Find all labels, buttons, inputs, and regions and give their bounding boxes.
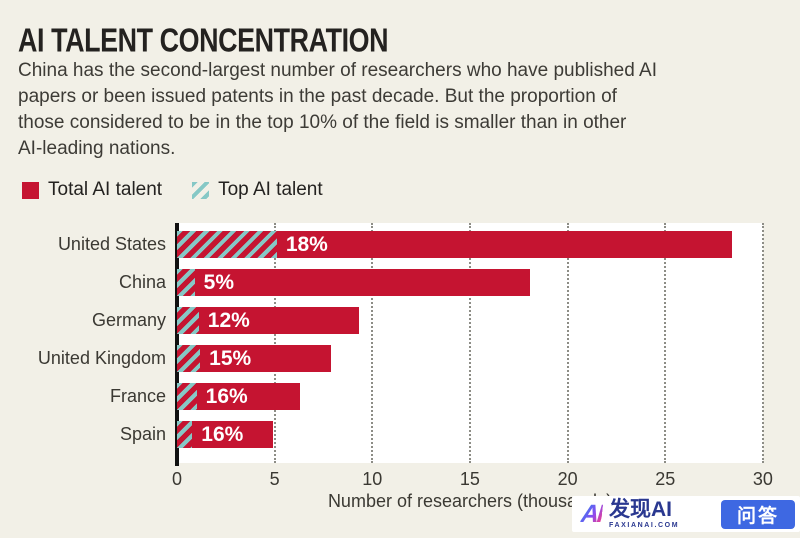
watermark-brand-text: 发现AI xyxy=(609,498,672,521)
bar-top-talent-hatch xyxy=(177,344,201,372)
category-label-france: France xyxy=(109,385,166,406)
chart-subtitle: China has the second-largest number of r… xyxy=(18,58,657,162)
watermark-logo-icon: AI xyxy=(579,499,604,528)
category-label-china: China xyxy=(118,271,166,292)
subtitle-line: those considered to be in the top 10% of… xyxy=(18,112,627,133)
page-title: AI TALENT CONCENTRATION xyxy=(18,21,389,59)
bar-top-talent-hatch xyxy=(177,420,193,448)
x-tick-label-0: 0 xyxy=(171,469,183,489)
bar-top-talent-hatch xyxy=(177,306,199,334)
x-tick-label-10: 10 xyxy=(362,469,383,489)
bar-percent-label: 16% xyxy=(201,422,244,446)
bar-total-talent-china: 5% xyxy=(177,268,531,296)
bar-top-talent-hatch xyxy=(177,382,197,410)
legend-swatch-red-icon xyxy=(22,181,39,199)
x-axis-label: Number of researchers (thousands) xyxy=(327,491,613,511)
gridline-x-5 xyxy=(273,223,276,463)
watermark-domain-text: FAXIANAI.COM xyxy=(609,522,680,529)
x-tick-label-25: 25 xyxy=(655,469,676,489)
legend-item-total-ai-talent: Total AI talent xyxy=(22,179,162,201)
subtitle-line: papers or been issued patents in the pas… xyxy=(18,86,617,107)
legend-label: Top AI talent xyxy=(218,179,323,200)
gridline-x-25 xyxy=(664,223,667,463)
chart-legend: Total AI talent Top AI talent xyxy=(22,179,337,201)
x-tick-label-30: 30 xyxy=(752,469,773,489)
legend-item-top-ai-talent: Top AI talent xyxy=(192,179,323,201)
bar-percent-label: 5% xyxy=(203,270,235,294)
x-tick-label-15: 15 xyxy=(459,469,480,489)
bar-percent-label: 12% xyxy=(207,308,250,332)
bar-percent-label: 16% xyxy=(205,384,248,408)
x-tick-label-20: 20 xyxy=(557,469,578,489)
bar-total-talent-spain: 16% xyxy=(177,420,273,448)
category-label-united-kingdom: United Kingdom xyxy=(37,347,166,368)
y-axis-line xyxy=(175,223,179,466)
bar-percent-label: 18% xyxy=(285,233,328,256)
legend-label: Total AI talent xyxy=(48,179,163,200)
plot-area xyxy=(177,223,764,463)
bar-top-talent-hatch xyxy=(177,268,195,296)
subtitle-line: China has the second-largest number of r… xyxy=(18,60,657,81)
bar-total-talent-germany: 12% xyxy=(177,306,359,334)
legend-swatch-hatch-icon xyxy=(192,181,210,199)
x-tick-label-5: 5 xyxy=(269,469,280,489)
bar-percent-label: 15% xyxy=(209,346,252,370)
category-label-united-states: United States xyxy=(57,234,166,254)
category-label-germany: Germany xyxy=(91,309,166,330)
watermark-qa-badge: 问答 xyxy=(721,499,795,529)
watermark-banner: AI 发现AI FAXIANAI.COM 问答 xyxy=(572,496,800,532)
watermark-brand: 发现AI FAXIANAI.COM xyxy=(609,499,679,529)
gridline-x-20 xyxy=(566,223,569,463)
gridline-x-10 xyxy=(371,223,374,463)
bar-total-talent-united-states: 18% xyxy=(177,231,732,258)
bar-top-talent-hatch xyxy=(177,231,277,258)
bar-total-talent-france: 16% xyxy=(177,382,301,410)
gridline-x-30 xyxy=(761,223,764,463)
bar-total-talent-united-kingdom: 15% xyxy=(177,344,332,372)
category-label-spain: Spain xyxy=(119,423,166,444)
gridline-x-15 xyxy=(468,223,471,463)
subtitle-line: AI-leading nations. xyxy=(18,138,176,159)
